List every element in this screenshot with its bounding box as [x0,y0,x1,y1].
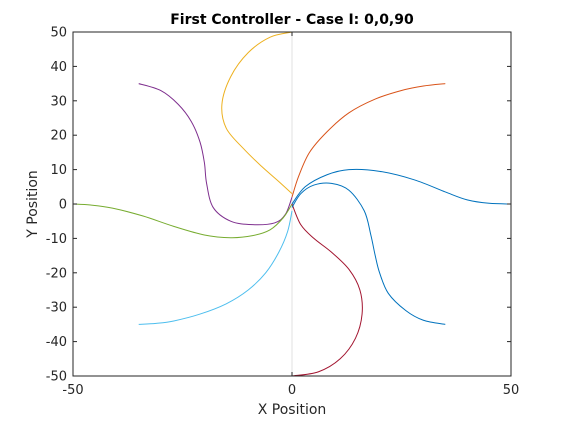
y-tick-label: -20 [46,266,67,281]
trajectory-line-6 [138,210,293,325]
ticks-layer: -50 0 50 50 40 30 20 10 0 -10 -20 -30 -40 -50 [46,26,520,399]
y-axis-label: Y Position [25,170,41,239]
y-tick-label: 10 [50,163,67,178]
x-tick-label: -50 [62,383,83,398]
chart-title: First Controller - Case I: 0,0,90 [170,12,414,28]
trajectory-line-8 [291,182,446,325]
x-tick-label: 50 [503,383,520,398]
trajectory-line-2 [291,83,446,198]
y-tick-label: 20 [50,129,67,144]
y-tick-label: 50 [50,26,67,41]
y-tick-label: -50 [46,370,67,385]
x-axis-label: X Position [258,402,327,418]
series-layer [72,31,512,377]
y-tick-label: 30 [50,94,67,109]
y-tick-label: 40 [50,60,67,75]
trajectory-line-3 [221,31,293,195]
y-tick-label: -40 [46,335,67,350]
x-tick-label: 0 [288,383,296,398]
y-tick-label: -30 [46,301,67,316]
y-tick-label: -10 [46,232,67,247]
trajectory-line-4 [138,83,293,226]
y-tick-label: 0 [59,198,67,213]
trajectory-line-1 [291,168,512,205]
trajectory-line-7 [291,203,363,377]
trajectory-line-5 [72,203,293,239]
